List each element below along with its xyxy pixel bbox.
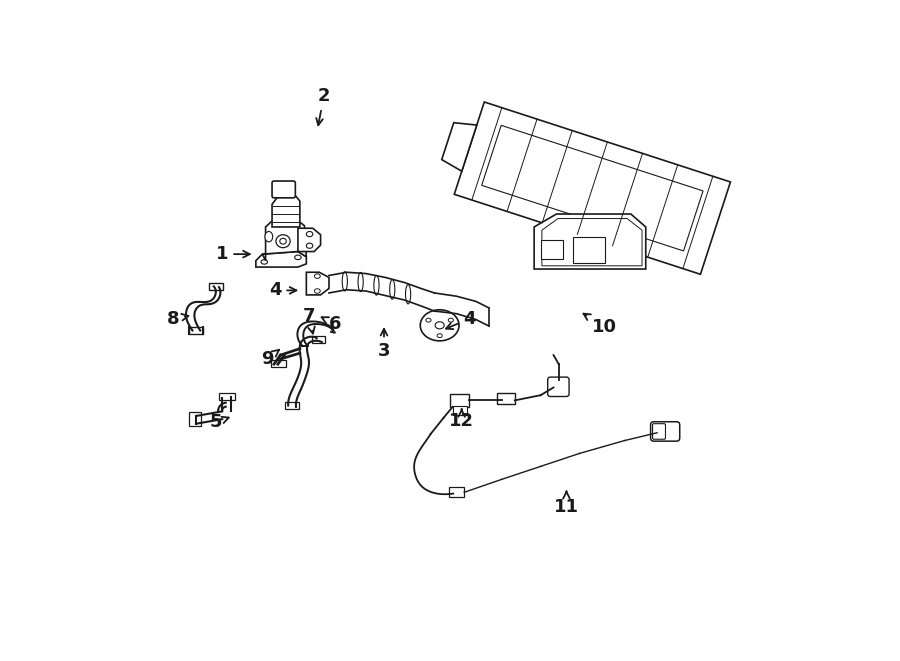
Text: 11: 11 — [554, 491, 579, 516]
Bar — [272, 360, 285, 367]
Ellipse shape — [306, 231, 313, 237]
Ellipse shape — [276, 235, 290, 248]
Ellipse shape — [261, 260, 267, 264]
Text: 4: 4 — [269, 282, 296, 299]
Text: 2: 2 — [316, 87, 330, 125]
Polygon shape — [298, 228, 320, 252]
Bar — [449, 487, 464, 498]
Ellipse shape — [314, 274, 320, 278]
Text: 9: 9 — [261, 350, 279, 368]
Text: 12: 12 — [449, 409, 474, 430]
Polygon shape — [454, 102, 731, 274]
Polygon shape — [272, 193, 300, 227]
Ellipse shape — [294, 255, 302, 260]
Ellipse shape — [280, 238, 286, 244]
Text: 3: 3 — [378, 329, 391, 360]
Text: 5: 5 — [210, 413, 229, 432]
Text: 1: 1 — [216, 245, 250, 263]
Bar — [209, 283, 223, 290]
Ellipse shape — [435, 322, 445, 329]
Bar — [189, 327, 203, 334]
Ellipse shape — [406, 285, 410, 304]
FancyBboxPatch shape — [272, 181, 295, 198]
Polygon shape — [573, 237, 606, 262]
Ellipse shape — [314, 289, 320, 293]
Ellipse shape — [374, 276, 379, 295]
Ellipse shape — [390, 280, 395, 299]
FancyBboxPatch shape — [652, 424, 665, 439]
Text: 8: 8 — [166, 310, 188, 328]
Ellipse shape — [420, 310, 459, 341]
Polygon shape — [542, 219, 642, 266]
Bar — [497, 393, 515, 405]
Bar — [312, 336, 325, 344]
Ellipse shape — [426, 318, 431, 322]
Text: 4: 4 — [446, 310, 476, 329]
Text: 10: 10 — [583, 314, 617, 336]
Text: 7: 7 — [302, 307, 315, 334]
Polygon shape — [442, 123, 477, 171]
Bar — [453, 406, 467, 414]
Ellipse shape — [306, 243, 313, 249]
Ellipse shape — [358, 272, 364, 292]
Bar — [189, 412, 201, 426]
Bar — [219, 393, 235, 401]
FancyBboxPatch shape — [651, 422, 680, 441]
FancyBboxPatch shape — [548, 377, 569, 397]
Ellipse shape — [265, 231, 273, 242]
Polygon shape — [541, 240, 563, 259]
Ellipse shape — [437, 334, 442, 338]
Polygon shape — [262, 219, 306, 260]
Polygon shape — [534, 214, 646, 269]
Polygon shape — [482, 126, 703, 251]
Polygon shape — [256, 252, 306, 267]
Polygon shape — [306, 272, 329, 295]
Text: 6: 6 — [321, 315, 341, 333]
Bar — [285, 403, 299, 409]
Ellipse shape — [448, 318, 454, 322]
Ellipse shape — [342, 272, 347, 291]
Bar — [450, 394, 470, 407]
